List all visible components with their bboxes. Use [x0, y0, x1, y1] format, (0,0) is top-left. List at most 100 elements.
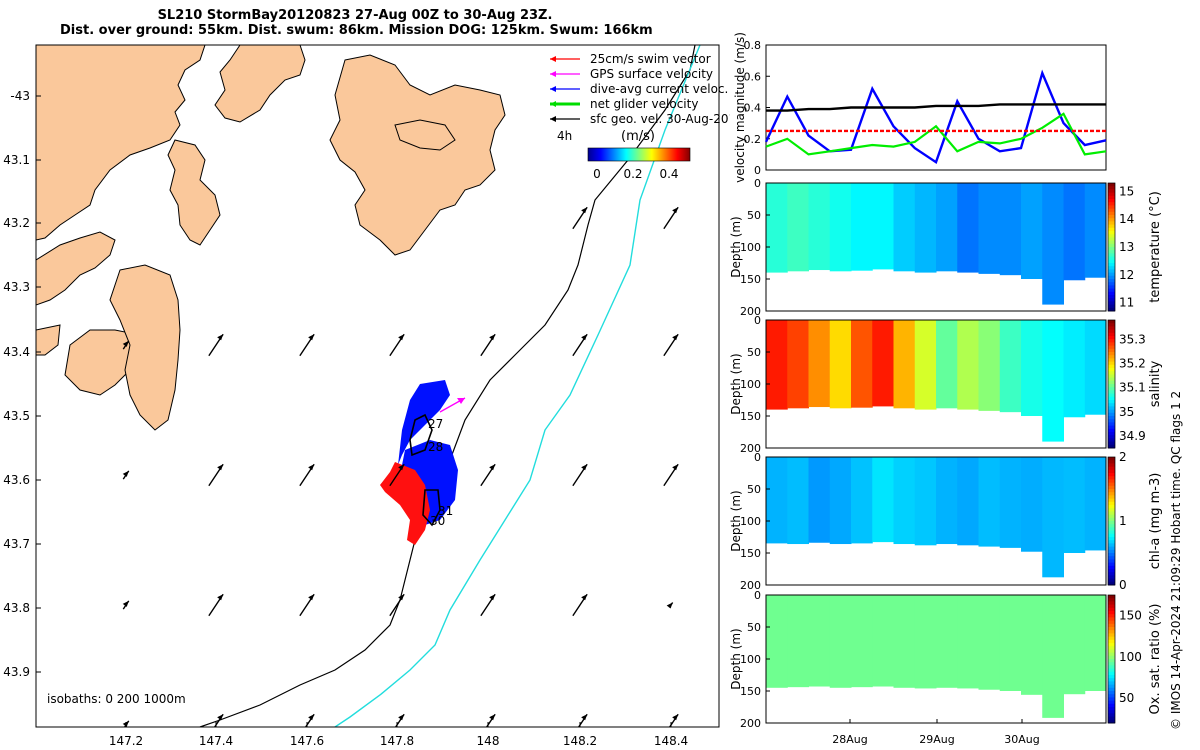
temperature-colorbar-segment — [1108, 279, 1115, 283]
oxygen-colorbar-segment — [1108, 652, 1115, 657]
geo-velocity-arrowhead — [308, 334, 315, 341]
geo-velocity-arrowhead — [122, 470, 129, 477]
salinity-colorbar-segment — [1108, 355, 1115, 359]
temperature-colorbar-segment — [1108, 189, 1115, 194]
chl-a-colorbar-segment — [1108, 489, 1115, 493]
velocity-plot-frame — [765, 44, 1107, 171]
salinity-ytick-label: 50 — [747, 346, 761, 359]
temperature-colorbar-segment — [1108, 221, 1115, 226]
chl-a-colorbar-tick: 1 — [1119, 514, 1127, 528]
salinity-column — [1063, 320, 1086, 418]
velocity-ytick-label: 0 — [754, 164, 761, 177]
temperature-column — [978, 183, 1001, 274]
temperature-colorbar-segment — [1108, 250, 1115, 254]
temperature-colorbar-segment — [1108, 307, 1115, 312]
temperature-colorbar-segment — [1108, 240, 1115, 245]
salinity-column — [914, 320, 937, 410]
longitude-axis: 147.2 147.4 147.6 147.8 148 148.2 148.4 — [109, 722, 688, 748]
oxygen-colorbar-segment — [1108, 601, 1115, 606]
temperature-colorbar-segment — [1108, 247, 1115, 251]
chl-a-colorbar-segment — [1108, 543, 1115, 548]
salinity-colorbar-segment — [1108, 438, 1115, 443]
salinity-colorbar-segment — [1108, 396, 1115, 401]
track-label-27: 27 — [428, 417, 443, 431]
salinity-colorbar-segment — [1108, 400, 1115, 404]
oxygen-colorbar-segment — [1108, 710, 1115, 714]
chl-a-column — [1021, 457, 1043, 552]
oxygen-colorbar-segment — [1108, 649, 1115, 654]
temperature-column — [1063, 183, 1086, 281]
temperature-colorbar-segment — [1108, 205, 1115, 210]
lon-tick-label: 147.8 — [380, 734, 414, 748]
speed-colorbar — [587, 147, 691, 162]
salinity-colorbar-segment — [1108, 377, 1115, 382]
salinity-colorbar-segment — [1108, 419, 1115, 423]
chl-a-colorbar-tick: 0 — [1119, 578, 1127, 592]
geo-velocity-arrowhead — [308, 594, 315, 601]
lon-tick-label: 147.6 — [290, 734, 324, 748]
oxygen-colorbar-segment — [1108, 623, 1115, 628]
legend-arrowhead — [550, 56, 556, 62]
isobath-200m — [199, 45, 696, 727]
chl-a-colorbar-segment — [1108, 498, 1115, 503]
chl-a-colorbar-segment — [1108, 473, 1115, 477]
velocity-ytick-label: 0.8 — [744, 39, 762, 52]
title-line-2: Dist. over ground: 55km. Dist. swum: 86k… — [60, 23, 653, 38]
salinity-colorbar-segment — [1108, 374, 1115, 379]
geo-velocity-arrowhead — [666, 602, 673, 609]
temperature-colorbar-segment — [1108, 301, 1115, 306]
salinity-column — [978, 320, 1001, 411]
geo-velocity-arrowhead — [581, 714, 588, 721]
oxygen-colorbar-segment — [1108, 627, 1115, 631]
geo-velocity-arrowhead — [217, 464, 224, 471]
salinity-colorbar-segment — [1108, 361, 1115, 366]
temperature-colorbar-segment — [1108, 295, 1115, 299]
temperature-column — [957, 183, 979, 273]
temperature-colorbar-segment — [1108, 218, 1115, 222]
salinity-colorbar-segment — [1108, 345, 1115, 350]
oxygen-column — [808, 595, 831, 687]
chl-a-colorbar-segment — [1108, 485, 1115, 490]
oxygen-colorbar-segment — [1108, 691, 1115, 695]
salinity-colorbar-segment — [1108, 336, 1115, 340]
legend-arrowhead — [550, 116, 556, 122]
time-tick-label: 28Aug — [832, 733, 867, 746]
chl-a-column — [766, 457, 788, 544]
salinity-column — [766, 320, 788, 410]
salinity-colorbar-segment — [1108, 348, 1115, 353]
salinity-column — [1021, 320, 1043, 416]
salinity-colorbar-segment — [1108, 387, 1115, 391]
temperature-column — [1042, 183, 1064, 305]
salinity-ytick-label: 200 — [740, 442, 761, 455]
oxygen-colorbar-segment — [1108, 697, 1115, 702]
temperature-colorbar-segment — [1108, 291, 1115, 296]
chl-a-colorbar-label: chl-a (mg m-3) — [1148, 473, 1163, 570]
chl-a-colorbar-segment — [1108, 501, 1115, 506]
isobaths-label: isobaths: 0 200 1000m — [47, 692, 186, 706]
colorbar-tick-0: 0 — [593, 167, 601, 181]
salinity-column — [936, 320, 958, 409]
chl-a-panel: 0 50 100 150 200 Depth (m) 2 1 0 chl-a (mg m-3) — [730, 450, 1163, 592]
chl-a-colorbar-segment — [1108, 479, 1115, 484]
oxygen-colorbar-tick: 150 — [1119, 609, 1142, 623]
temperature-ytick-label: 150 — [740, 273, 761, 286]
chl-a-colorbar-segment — [1108, 460, 1115, 464]
temperature-colorbar-segment — [1108, 243, 1115, 248]
oxygen-ytick-label: 0 — [754, 589, 761, 602]
oxygen-colorbar-tick: 100 — [1119, 650, 1142, 664]
chl-a-column — [829, 457, 852, 545]
oxygen-column — [829, 595, 852, 688]
salinity-colorbar-tick: 35.2 — [1119, 356, 1146, 370]
oxygen-ytick-label: 200 — [740, 717, 761, 730]
chl-a-column — [957, 457, 979, 546]
chl-a-colorbar-segment — [1108, 553, 1115, 557]
gps-velocity-arrowhead — [457, 398, 465, 404]
salinity-colorbar-segment — [1108, 364, 1115, 369]
temperature-colorbar-segment — [1108, 195, 1115, 200]
chl-a-colorbar-segment — [1108, 581, 1115, 586]
temperature-column — [787, 183, 809, 272]
oxygen-colorbar-segment — [1108, 684, 1115, 689]
chl-a-ytick-label: 150 — [740, 547, 761, 560]
lon-tick-label: 147.4 — [199, 734, 233, 748]
